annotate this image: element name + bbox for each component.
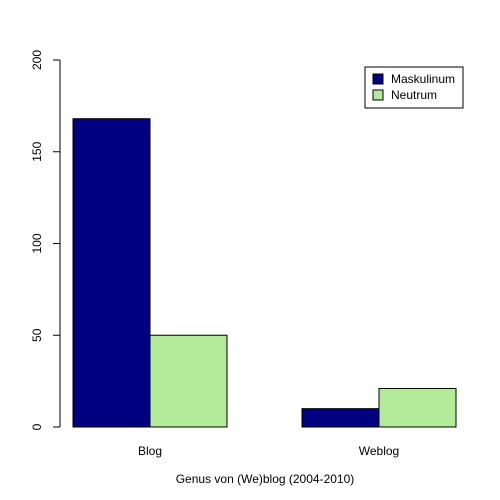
x-tick-label: Weblog: [359, 444, 399, 458]
y-tick-label: 200: [30, 50, 44, 70]
legend: Maskulinum Neutrum: [364, 66, 464, 109]
x-tick-labels: Blog Weblog: [138, 444, 399, 458]
bar-blog-neutrum: [149, 334, 228, 428]
bar-weblog-maskulinum: [301, 408, 380, 428]
y-tick-label: 0: [30, 423, 44, 430]
legend-label-maskulinum: Maskulinum: [391, 72, 455, 86]
bars: [72, 118, 457, 428]
legend-swatch-neutrum: [372, 89, 384, 101]
y-tick-label: 100: [30, 233, 44, 253]
y-axis: 0 50 100 150 200: [30, 50, 61, 430]
legend-label-neutrum: Neutrum: [391, 88, 437, 102]
x-tick-label: Blog: [138, 444, 162, 458]
bar-weblog-neutrum: [378, 387, 457, 428]
bar-blog-maskulinum: [72, 118, 151, 428]
legend-swatch-maskulinum: [372, 73, 384, 85]
y-tick-label: 150: [30, 141, 44, 161]
y-tick-label: 50: [30, 328, 44, 342]
x-axis-label: Genus von (We)blog (2004-2010): [176, 472, 355, 486]
